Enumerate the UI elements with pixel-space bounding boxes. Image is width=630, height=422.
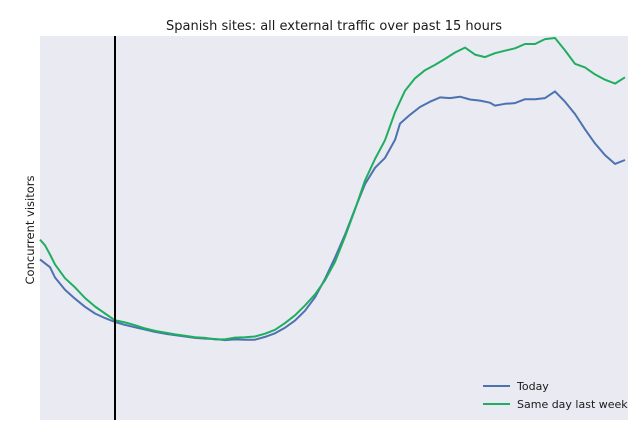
series-line-today (39, 90, 626, 342)
plot-layer (39, 36, 626, 420)
series-line-same-day-last-week (39, 37, 626, 341)
legend-label-today: Today (516, 380, 549, 393)
legend-label-same-day-last-week: Same day last week (517, 398, 628, 411)
chart-title: Spanish sites: all external traffic over… (166, 19, 502, 34)
y-axis-label: Concurrent visitors (23, 176, 37, 285)
legend: Today Same day last week (483, 380, 628, 411)
plot-area (40, 36, 628, 420)
